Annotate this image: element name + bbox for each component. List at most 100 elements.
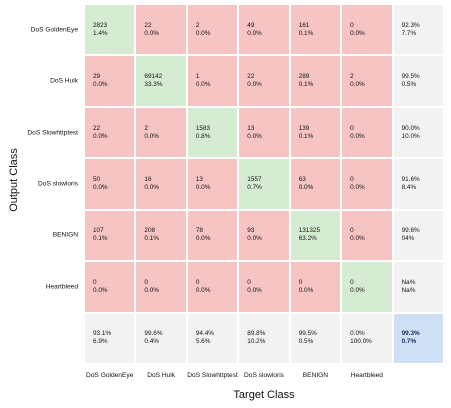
cell-primary-value: 22 [144, 21, 152, 29]
cell-secondary-value: 0.0% [195, 235, 211, 243]
cell-primary-value: 2 [195, 21, 200, 29]
cell-primary-value: 289 [298, 73, 310, 81]
cell-secondary-value: 0.4% [144, 338, 159, 346]
cell-secondary-value: 0.0% [350, 132, 365, 140]
matrix-cell: 63 0.0% [289, 158, 342, 210]
cell-primary-value: 107 [93, 227, 104, 235]
row-tick-label: Heartbleed [45, 283, 78, 291]
cell-secondary-value: 0.0% [195, 29, 211, 37]
cell-secondary-value: 0.0% [247, 29, 262, 37]
cell-primary-value: 0 [247, 278, 251, 286]
row-tick-label: DoS Hulk [50, 77, 78, 85]
cell-secondary-value: 0.0% [195, 286, 211, 294]
cell-primary-value: 29 [93, 73, 101, 81]
cell-primary-value: 49 [247, 21, 255, 29]
cell-primary-value: 99.6% [144, 330, 163, 338]
cell-secondary-value: 0.0% [350, 183, 365, 191]
cell-secondary-value: 0.0% [247, 132, 262, 140]
cell-secondary-value: 0.8% [195, 132, 211, 140]
row-tick-label: BENIGN [52, 231, 78, 239]
matrix-cell: 0 0.0% [341, 158, 393, 210]
column-tick-label: DoS Hulk [147, 372, 176, 379]
column-tick-label: DoS GoldenEye [86, 372, 134, 379]
matrix-cell: 93 0.0% [238, 209, 290, 262]
matrix-cell: 208 0.1% [135, 209, 187, 262]
cell-primary-value: 78 [195, 227, 203, 235]
matrix-cell: 1 0.0% [186, 55, 239, 107]
cell-primary-value: 139 [298, 124, 310, 132]
cell-secondary-value: 1.4% [93, 29, 108, 37]
matrix-cell: 22 0.0% [238, 55, 290, 107]
cell-primary-value: 99.5% [401, 73, 420, 81]
cell-primary-value: 161 [298, 21, 310, 29]
column-tick-label: DoS Slowhttptest [187, 372, 238, 379]
cell-primary-value: 90.0% [401, 124, 420, 132]
confusion-matrix-grid: 2823 1.4% 22 0.0% 2 0.0% 49 0.0% 161 0.1% 0 0.0% 92.… [84, 4, 444, 364]
cell-secondary-value: 0.0% [247, 81, 262, 89]
cell-secondary-value: 7.7% [401, 29, 417, 37]
column-tick-label: BENIGN [302, 372, 329, 379]
matrix-cell: 2 0.0% [135, 106, 187, 159]
matrix-cell: 29 0.0% [84, 55, 136, 107]
cell-primary-value: 63 [298, 175, 306, 183]
cell-primary-value: 99.6% [401, 227, 420, 235]
cell-secondary-value: 0.5% [298, 338, 314, 346]
cell-primary-value: 94.4% [195, 330, 214, 338]
matrix-cell: 22 0.0% [84, 106, 136, 159]
matrix-cell: 0 0.0% [341, 209, 393, 262]
cell-primary-value: 0.0% [350, 330, 365, 338]
matrix-cell: 22 0.0% [135, 4, 187, 56]
cell-primary-value: 13 [195, 175, 203, 183]
cell-primary-value: 93 [247, 227, 255, 235]
cell-primary-value: 69142 [144, 73, 163, 81]
cell-secondary-value: 0.0% [350, 29, 365, 37]
cell-primary-value: 99.3% [401, 330, 420, 338]
matrix-cell: 0 0.0% [186, 261, 239, 313]
cell-secondary-value: 0.0% [195, 81, 211, 89]
row-tick-label: DoS slowloris [38, 180, 78, 188]
cell-secondary-value: 8.4% [401, 183, 417, 191]
cell-secondary-value: 0.0% [144, 29, 159, 37]
cell-secondary-value: 0.1% [298, 29, 314, 37]
cell-secondary-value: 0.0% [144, 183, 159, 191]
overall-accuracy-cell: 99.3% 0.7% [392, 312, 444, 364]
cell-secondary-value: 10.0% [401, 132, 420, 140]
cell-secondary-value: 0.0% [247, 235, 262, 243]
cell-secondary-value: 33.3% [144, 81, 163, 89]
column-summary-cell: 93.1% 6.9% [84, 312, 136, 364]
cell-primary-value: 0 [350, 21, 354, 29]
cell-secondary-value: 0.0% [298, 286, 314, 294]
cell-primary-value: 16 [144, 175, 152, 183]
column-tick-label: Heartbleed [350, 372, 383, 379]
matrix-cell: 0 0.0% [341, 106, 393, 159]
cell-primary-value: 131325 [298, 227, 321, 235]
cell-secondary-value: Na% [401, 286, 416, 294]
cell-secondary-value: 0.0% [350, 286, 365, 294]
cell-primary-value: 2 [144, 124, 148, 132]
column-tick-label: DoS slowloris [244, 372, 284, 379]
matrix-cell: 0 0.0% [341, 4, 393, 56]
cell-primary-value: 0 [350, 175, 354, 183]
column-summary-cell: 99.5% 0.5% [289, 312, 342, 364]
cell-secondary-value: 0.0% [93, 81, 108, 89]
matrix-cell: 0 0.0% [289, 261, 342, 313]
cell-secondary-value: 100.0% [350, 338, 372, 346]
cell-secondary-value: 0.1% [298, 81, 314, 89]
cell-primary-value: 22 [247, 73, 255, 81]
matrix-cell: 1583 0.8% [186, 106, 239, 159]
matrix-cell: 78 0.0% [186, 209, 239, 262]
cell-secondary-value: 0.1% [298, 132, 314, 140]
cell-secondary-value: 0.0% [93, 183, 108, 191]
cell-secondary-value: 0.0% [93, 286, 108, 294]
cell-secondary-value: 0.0% [298, 183, 314, 191]
column-summary-cell: 99.6% 0.4% [135, 312, 187, 364]
cell-primary-value: 99.5% [298, 330, 317, 338]
cell-secondary-value: 0.0% [144, 132, 159, 140]
cell-primary-value: 1557 [247, 175, 262, 183]
row-summary-cell: Na% Na% [392, 261, 444, 313]
cell-primary-value: 22 [93, 124, 101, 132]
cell-secondary-value: 0.0% [93, 132, 108, 140]
cell-secondary-value: 0.7% [247, 183, 262, 191]
matrix-cell: 1557 0.7% [238, 158, 290, 210]
matrix-cell: 13 0.0% [186, 158, 239, 210]
